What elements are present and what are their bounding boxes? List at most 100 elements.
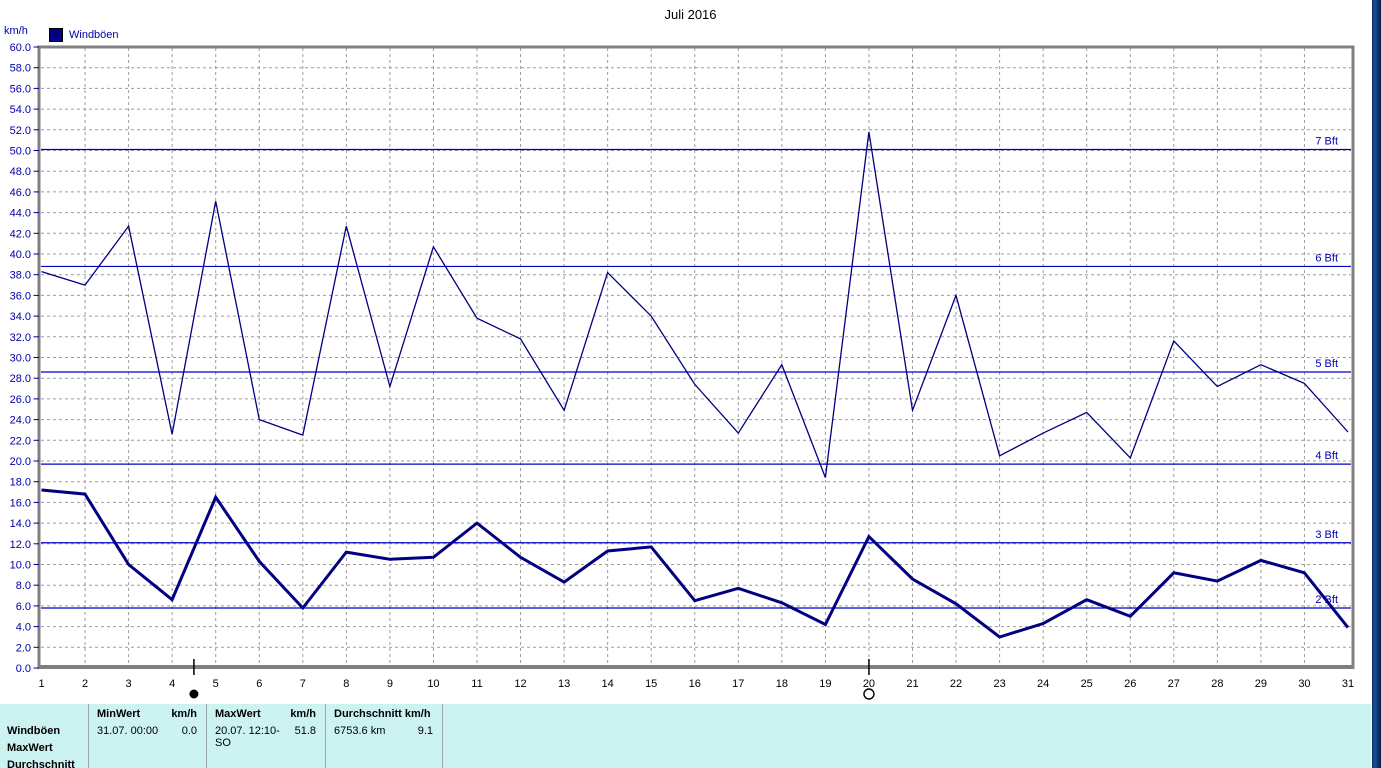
maxwert-datetime: 20.07. 12:10-SO: [215, 725, 280, 749]
y-axis-tick-label: 56.0: [10, 83, 31, 95]
bft-label: 6 Bft: [1315, 252, 1338, 264]
x-axis-day-label: 15: [645, 678, 657, 690]
x-axis-day-label: 23: [993, 678, 1005, 690]
y-axis-tick-label: 0.0: [16, 663, 31, 675]
x-axis-day-label: 28: [1211, 678, 1223, 690]
x-axis-day-label: 10: [427, 678, 439, 690]
durchschnitt-value: 9.1: [417, 725, 433, 737]
series-thick: [41, 488, 1350, 639]
y-axis-tick-label: 36.0: [10, 290, 31, 302]
y-axis-tick-label: 14.0: [10, 518, 31, 530]
x-axis-day-label: 26: [1124, 678, 1136, 690]
x-axis-day-label: 29: [1255, 678, 1267, 690]
y-axis-tick-label: 40.0: [10, 249, 31, 261]
y-axis-tick-label: 6.0: [16, 601, 31, 613]
legend-label: Windböen: [69, 29, 119, 41]
y-axis-tick-label: 20.0: [10, 456, 31, 468]
y-axis-tick-label: 4.0: [16, 622, 31, 634]
x-axis-day-label: 13: [558, 678, 570, 690]
bft-label: 7 Bft: [1315, 135, 1338, 147]
y-axis-tick-label: 32.0: [10, 332, 31, 344]
windboen-durchschnitt-cell: 6753.6 km 9.1: [325, 725, 442, 740]
windboen-maxwert-cell: 20.07. 12:10-SO 51.8: [206, 725, 325, 749]
x-axis-day-label: 3: [126, 678, 132, 690]
bft-label: 5 Bft: [1315, 358, 1338, 370]
chart-title: Juli 2016: [664, 7, 717, 22]
table-header-row: MinWert km/h MaxWert km/h Durchschnitt k…: [0, 708, 1371, 723]
new-moon-icon: [189, 689, 199, 699]
x-axis-day-label: 17: [732, 678, 744, 690]
x-axis-day-label: 24: [1037, 678, 1049, 690]
bft-label: 4 Bft: [1315, 450, 1338, 462]
y-axis-tick-label: 16.0: [10, 497, 31, 509]
table-header-durchschnitt: Durchschnitt km/h: [325, 708, 442, 723]
statistics-table: MinWert km/h MaxWert km/h Durchschnitt k…: [0, 704, 1371, 768]
x-axis-day-label: 8: [343, 678, 349, 690]
x-axis-day-label: 16: [689, 678, 701, 690]
y-axis-tick-label: 44.0: [10, 208, 31, 220]
x-axis-day-label: 25: [1081, 678, 1093, 690]
y-axis-tick-label: 30.0: [10, 353, 31, 365]
x-axis-day-label: 11: [471, 678, 482, 690]
x-axis-day-label: 9: [387, 678, 393, 690]
maxwert-header-unit: km/h: [290, 708, 316, 720]
table-row-windboen: Windböen 31.07. 00:00 0.0 20.07. 12:10-S…: [0, 725, 1371, 749]
x-axis-day-label: 18: [776, 678, 788, 690]
y-axis-tick-label: 24.0: [10, 415, 31, 427]
minwert-header-unit: km/h: [171, 708, 197, 720]
x-axis-day-label: 7: [300, 678, 306, 690]
y-axis-tick-label: 38.0: [10, 270, 31, 282]
y-axis-tick-label: 34.0: [10, 311, 31, 323]
table-header-maxwert: MaxWert km/h: [206, 708, 325, 723]
y-axis-tick-label: 2.0: [16, 642, 31, 654]
minwert-header-label: MinWert: [97, 708, 141, 720]
y-axis-tick-label: 54.0: [10, 104, 31, 116]
table-row-maxwert: MaxWert: [0, 742, 1371, 757]
x-axis-day-label: 31: [1342, 678, 1354, 690]
x-axis-day-label: 30: [1298, 678, 1310, 690]
table-row-durchschnitt: Durchschnitt: [0, 759, 1371, 768]
x-axis-day-label: 5: [213, 678, 219, 690]
maxwert-value: 51.8: [294, 725, 316, 737]
y-axis-unit-label: km/h: [4, 25, 28, 37]
chart-legend: Windböen: [49, 28, 119, 42]
table-separator: [206, 704, 207, 768]
series-thin: [41, 131, 1349, 478]
y-axis-tick-label: 42.0: [10, 228, 31, 240]
window-right-edge: [1372, 0, 1381, 768]
x-axis-day-label: 14: [602, 678, 614, 690]
y-axis-tick-label: 22.0: [10, 435, 31, 447]
table-corner-cell: [0, 708, 88, 723]
row-label-maxwert: MaxWert: [7, 742, 53, 754]
y-axis-tick-label: 10.0: [10, 560, 31, 572]
x-axis-day-label: 6: [256, 678, 262, 690]
y-axis-tick-label: 52.0: [10, 125, 31, 137]
table-separator: [442, 704, 443, 768]
y-axis-tick-label: 50.0: [10, 146, 31, 158]
x-axis-day-label: 2: [82, 678, 88, 690]
maxwert-header-label: MaxWert: [215, 708, 261, 720]
y-axis-tick-label: 46.0: [10, 187, 31, 199]
y-axis-tick-label: 58.0: [10, 63, 31, 75]
x-axis-day-label: 22: [950, 678, 962, 690]
windboen-legend-swatch-icon: [49, 28, 63, 42]
y-axis-tick-label: 60.0: [10, 42, 31, 54]
x-axis-day-label: 1: [38, 678, 44, 690]
x-axis-day-label: 20: [863, 678, 875, 690]
minwert-datetime: 31.07. 00:00: [97, 725, 159, 737]
y-axis-tick-label: 48.0: [10, 166, 31, 178]
full-moon-icon: [863, 688, 875, 700]
table-separator: [88, 704, 89, 768]
y-axis-tick-label: 26.0: [10, 394, 31, 406]
x-axis-day-label: 12: [514, 678, 526, 690]
windrun-value: 6753.6 km: [334, 725, 386, 737]
windboen-minwert-cell: 31.07. 00:00 0.0: [88, 725, 206, 740]
y-axis-tick-label: 18.0: [10, 477, 31, 489]
table-header-minwert: MinWert km/h: [88, 708, 206, 723]
y-axis-tick-label: 28.0: [10, 373, 31, 385]
x-axis-day-label: 27: [1168, 678, 1180, 690]
row-label-windboen: Windböen: [7, 725, 61, 737]
x-axis-day-label: 4: [169, 678, 175, 690]
